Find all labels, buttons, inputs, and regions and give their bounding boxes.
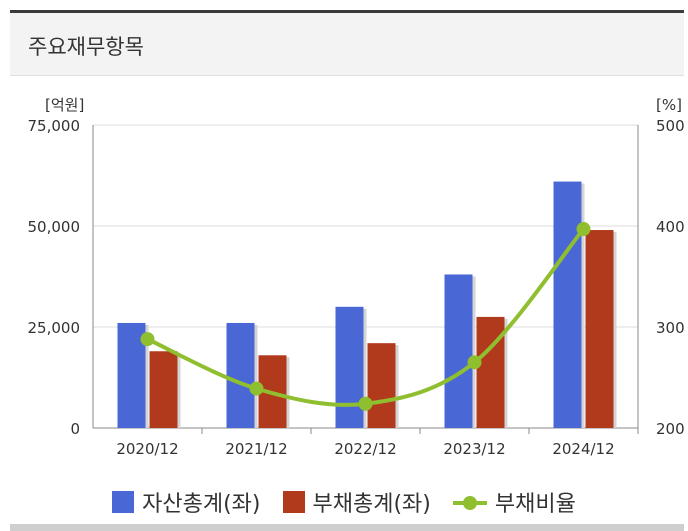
legend-item-assets[interactable]: 자산총계(좌) [112,486,261,518]
x-tick-label: 2021/12 [225,440,287,458]
legend-item-debt-ratio[interactable]: 부채비율 [452,486,576,518]
footer-bar [10,524,684,531]
x-tick-label: 2024/12 [552,440,614,458]
bar-liabilities [476,316,505,428]
panel-title: 주요재무항목 [28,35,144,59]
legend-label-assets: 자산총계(좌) [142,492,261,517]
debt-ratio-point [358,396,373,411]
bar-liabilities [149,351,178,428]
y-left-tick-label: 50,000 [28,218,81,236]
y-left-unit: [억원] [45,96,84,114]
bar-liabilities [585,230,614,428]
y-right-tick-label: 300 [656,319,685,337]
chart-legend: 자산총계(좌) 부채총계(좌) 부채비율 [0,486,688,518]
legend-swatch-liabilities [282,491,305,513]
y-left-tick-label: 25,000 [28,319,81,337]
y-left-tick-label: 75,000 [28,117,81,135]
x-tick-label: 2023/12 [443,440,505,458]
y-right-unit: [%] [656,96,682,114]
bar-liabilities [367,343,396,428]
legend-label-debt-ratio: 부채비율 [494,492,576,517]
debt-ratio-point [467,355,482,370]
legend-swatch-debt-ratio [452,491,487,513]
debt-ratio-point [140,332,155,347]
y-right-tick-label: 500 [656,117,685,135]
bar-assets [444,274,473,428]
legend-label-liabilities: 부채총계(좌) [312,492,431,517]
bar-assets [335,306,364,428]
bar-assets [226,322,255,428]
y-right-tick-label: 400 [656,218,685,236]
debt-ratio-point [249,381,264,396]
legend-swatch-assets [112,491,135,513]
debt-ratio-point [576,222,591,237]
x-tick-label: 2022/12 [334,440,396,458]
panel-header: 주요재무항목 [10,13,684,76]
legend-item-liabilities[interactable]: 부채총계(좌) [282,486,431,518]
header-top-border [10,10,684,13]
y-right-tick-label: 200 [656,420,685,438]
x-tick-label: 2020/12 [116,440,178,458]
bar-assets [553,181,582,428]
y-left-tick-label: 0 [70,420,80,438]
